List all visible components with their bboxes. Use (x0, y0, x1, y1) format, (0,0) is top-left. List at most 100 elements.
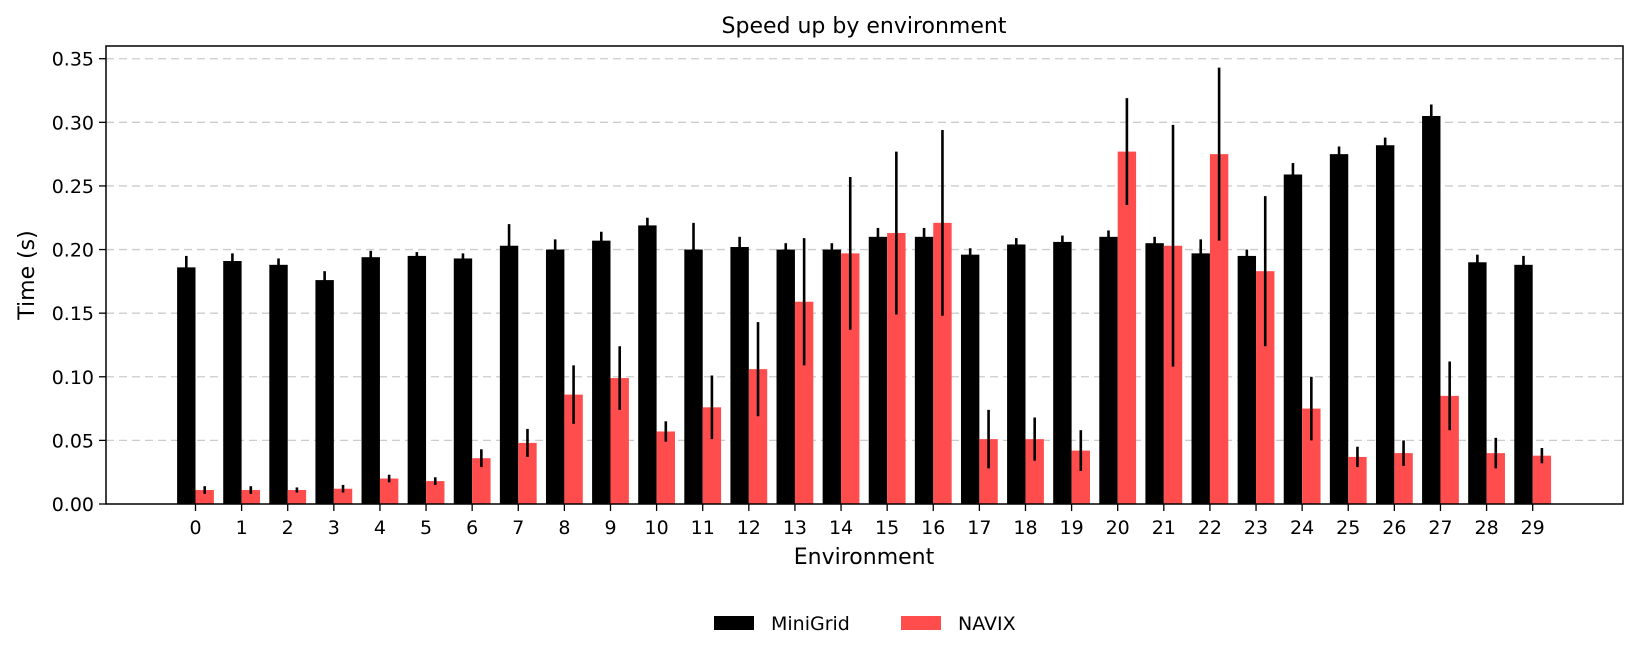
x-tick-label: 20 (1106, 517, 1130, 539)
bar-minigrid (1468, 262, 1487, 504)
bar-minigrid (684, 249, 703, 504)
bar-navix (1394, 453, 1413, 504)
bar-navix (426, 481, 445, 504)
bar-navix (656, 431, 675, 504)
x-tick-label: 23 (1244, 517, 1268, 539)
x-tick-label: 24 (1290, 517, 1314, 539)
bar-navix (1256, 271, 1275, 504)
bar-navix (1117, 151, 1137, 504)
x-tick-label: 22 (1198, 517, 1222, 539)
bar-minigrid (592, 240, 611, 504)
x-tick-label: 10 (645, 517, 669, 539)
y-tick-label: 0.30 (52, 112, 94, 134)
x-tick-label: 21 (1152, 517, 1176, 539)
bar-navix (1532, 455, 1552, 504)
bar-minigrid (1099, 236, 1118, 505)
bar-minigrid (499, 245, 519, 504)
bar-navix (794, 301, 814, 504)
bar-navix (1209, 154, 1229, 504)
bar-minigrid (269, 264, 288, 504)
bar-navix (1025, 439, 1044, 504)
bar-navix (518, 442, 537, 504)
bar-navix (472, 458, 491, 504)
x-tick-label: 14 (829, 517, 853, 539)
bar-minigrid (453, 258, 473, 504)
y-tick-label: 0.10 (52, 367, 94, 389)
y-axis: 0.00 0.05 0.10 0.15 0.20 0.25 0.30 0.35 (52, 49, 106, 516)
plot-frame (105, 45, 1624, 505)
bar-navix (702, 407, 722, 504)
bar-minigrid (1237, 255, 1257, 504)
x-tick-label: 19 (1059, 517, 1083, 539)
x-tick-label: 16 (921, 517, 945, 539)
bar-navix (933, 222, 952, 505)
bar-navix (979, 439, 998, 504)
bar-navix (241, 490, 261, 504)
bar-minigrid (315, 280, 334, 504)
y-tick-label: 0.20 (52, 240, 94, 262)
chart-title: Speed up by environment (722, 14, 1007, 39)
x-tick-label: 4 (374, 517, 386, 539)
bar-navix (195, 490, 214, 504)
x-axis: 0 1 2 3 4 5 6 7 8 9 10 11 12 13 14 15 16 17 18 19 20 21 22 23 24… (189, 504, 1545, 539)
bar-navix (1071, 450, 1090, 504)
bar-minigrid (545, 249, 565, 504)
x-tick-label: 15 (875, 517, 899, 539)
x-tick-label: 9 (604, 517, 616, 539)
bar-minigrid (868, 236, 888, 505)
bar-navix (287, 490, 307, 504)
bar-minigrid (730, 247, 749, 504)
x-tick-label: 0 (189, 517, 201, 539)
bar-minigrid (776, 249, 795, 504)
bar-navix (610, 378, 629, 504)
bar-navix (1302, 408, 1321, 504)
y-tick-label: 0.15 (52, 303, 94, 325)
x-tick-label: 27 (1428, 517, 1452, 539)
x-tick-label: 2 (282, 517, 294, 539)
x-tick-label: 3 (328, 517, 340, 539)
bar-navix (748, 369, 768, 504)
x-tick-label: 13 (783, 517, 807, 539)
x-tick-label: 26 (1382, 517, 1406, 539)
y-tick-label: 0.35 (52, 49, 94, 71)
x-tick-label: 18 (1013, 517, 1037, 539)
bar-minigrid (638, 225, 657, 504)
bar-minigrid (223, 261, 242, 504)
bar-minigrid (1191, 253, 1210, 504)
y-axis-label: Time (s) (15, 230, 40, 320)
legend-swatch-minigrid (714, 616, 754, 630)
x-tick-label: 8 (558, 517, 570, 539)
bar-navix (564, 394, 583, 504)
x-axis-label: Environment (794, 545, 935, 570)
bar-minigrid (960, 254, 980, 504)
bar-navix (841, 253, 860, 504)
bars (177, 115, 1552, 505)
bar-minigrid (361, 257, 380, 504)
gridlines (106, 58, 1623, 442)
x-tick-label: 17 (967, 517, 991, 539)
x-tick-label: 7 (512, 517, 524, 539)
x-tick-label: 5 (420, 517, 432, 539)
bar-minigrid (1145, 243, 1164, 504)
x-tick-label: 1 (236, 517, 248, 539)
y-tick-label: 0.05 (52, 430, 94, 452)
bar-navix (1163, 245, 1183, 504)
legend-label-minigrid: MiniGrid (771, 613, 850, 635)
x-tick-label: 29 (1521, 517, 1545, 539)
legend-swatch-navix (901, 616, 941, 630)
bar-minigrid (1514, 264, 1533, 504)
bar-navix (1440, 395, 1459, 504)
bar-minigrid (177, 267, 196, 504)
x-tick-label: 28 (1474, 517, 1498, 539)
bar-minigrid (1329, 154, 1349, 504)
y-tick-label: 0.25 (52, 176, 94, 198)
bar-minigrid (407, 255, 427, 504)
legend: MiniGrid NAVIX (714, 613, 1016, 635)
bar-navix (887, 233, 906, 504)
x-tick-label: 11 (691, 517, 715, 539)
bar-minigrid (914, 236, 934, 505)
bar-navix (1348, 456, 1367, 504)
bar-minigrid (1053, 241, 1072, 504)
